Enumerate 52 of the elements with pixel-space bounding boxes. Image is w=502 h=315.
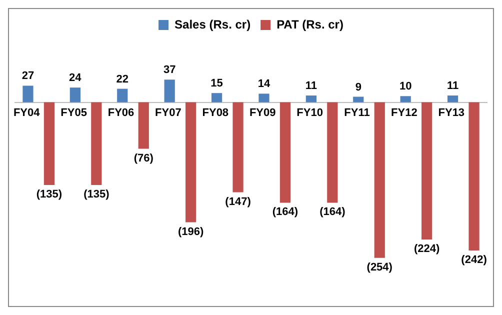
data-label: 11	[446, 80, 459, 92]
x-tick-label: FY06	[108, 106, 134, 119]
data-label: (196)	[178, 226, 204, 238]
bar	[232, 102, 244, 192]
x-tick-label: FY07	[155, 106, 182, 119]
data-label: (242)	[461, 254, 488, 266]
bar	[327, 102, 338, 203]
bar	[422, 102, 432, 240]
bar	[468, 102, 480, 250]
bar	[447, 96, 458, 102]
bar	[22, 86, 34, 102]
data-label: (224)	[414, 242, 440, 255]
bar	[258, 94, 270, 102]
data-label: 14	[258, 78, 271, 90]
x-tick-label: FY09	[249, 106, 276, 119]
bar	[280, 102, 291, 203]
data-label: 9	[355, 81, 362, 94]
bar	[211, 93, 222, 102]
x-tick-label: FY12	[391, 106, 418, 119]
bar	[306, 96, 316, 102]
bar	[374, 102, 385, 258]
x-tick-label: FY05	[60, 106, 87, 119]
data-label: (164)	[320, 206, 346, 218]
bar	[138, 102, 149, 149]
bar	[400, 96, 411, 102]
bar	[117, 88, 128, 102]
bar	[186, 102, 196, 222]
data-label: 11	[305, 80, 317, 92]
data-label: 27	[22, 70, 34, 82]
legend-label: PAT (Rs. cr)	[276, 17, 344, 32]
data-label: 15	[210, 78, 223, 90]
x-tick-label: FY13	[438, 106, 465, 119]
legend-label: Sales (Rs. cr)	[174, 17, 251, 32]
bar	[44, 102, 55, 185]
data-label: (135)	[36, 188, 62, 200]
bar	[353, 96, 364, 102]
x-tick-label: FY04	[13, 106, 41, 119]
x-tick-label: FY08	[202, 106, 229, 119]
data-label: (135)	[84, 188, 110, 200]
data-label: (254)	[366, 261, 393, 274]
bar	[164, 80, 175, 102]
data-label: 10	[399, 80, 412, 93]
data-label: 37	[163, 64, 176, 76]
x-tick-label: FY10	[296, 106, 323, 119]
data-label: 24	[69, 72, 82, 84]
bar	[91, 102, 102, 185]
bar	[70, 88, 80, 102]
data-label: (76)	[134, 152, 154, 164]
x-tick-label: FY11	[344, 106, 370, 119]
data-label: (164)	[272, 206, 298, 218]
data-label: 22	[116, 73, 129, 86]
data-label: (147)	[225, 196, 252, 208]
